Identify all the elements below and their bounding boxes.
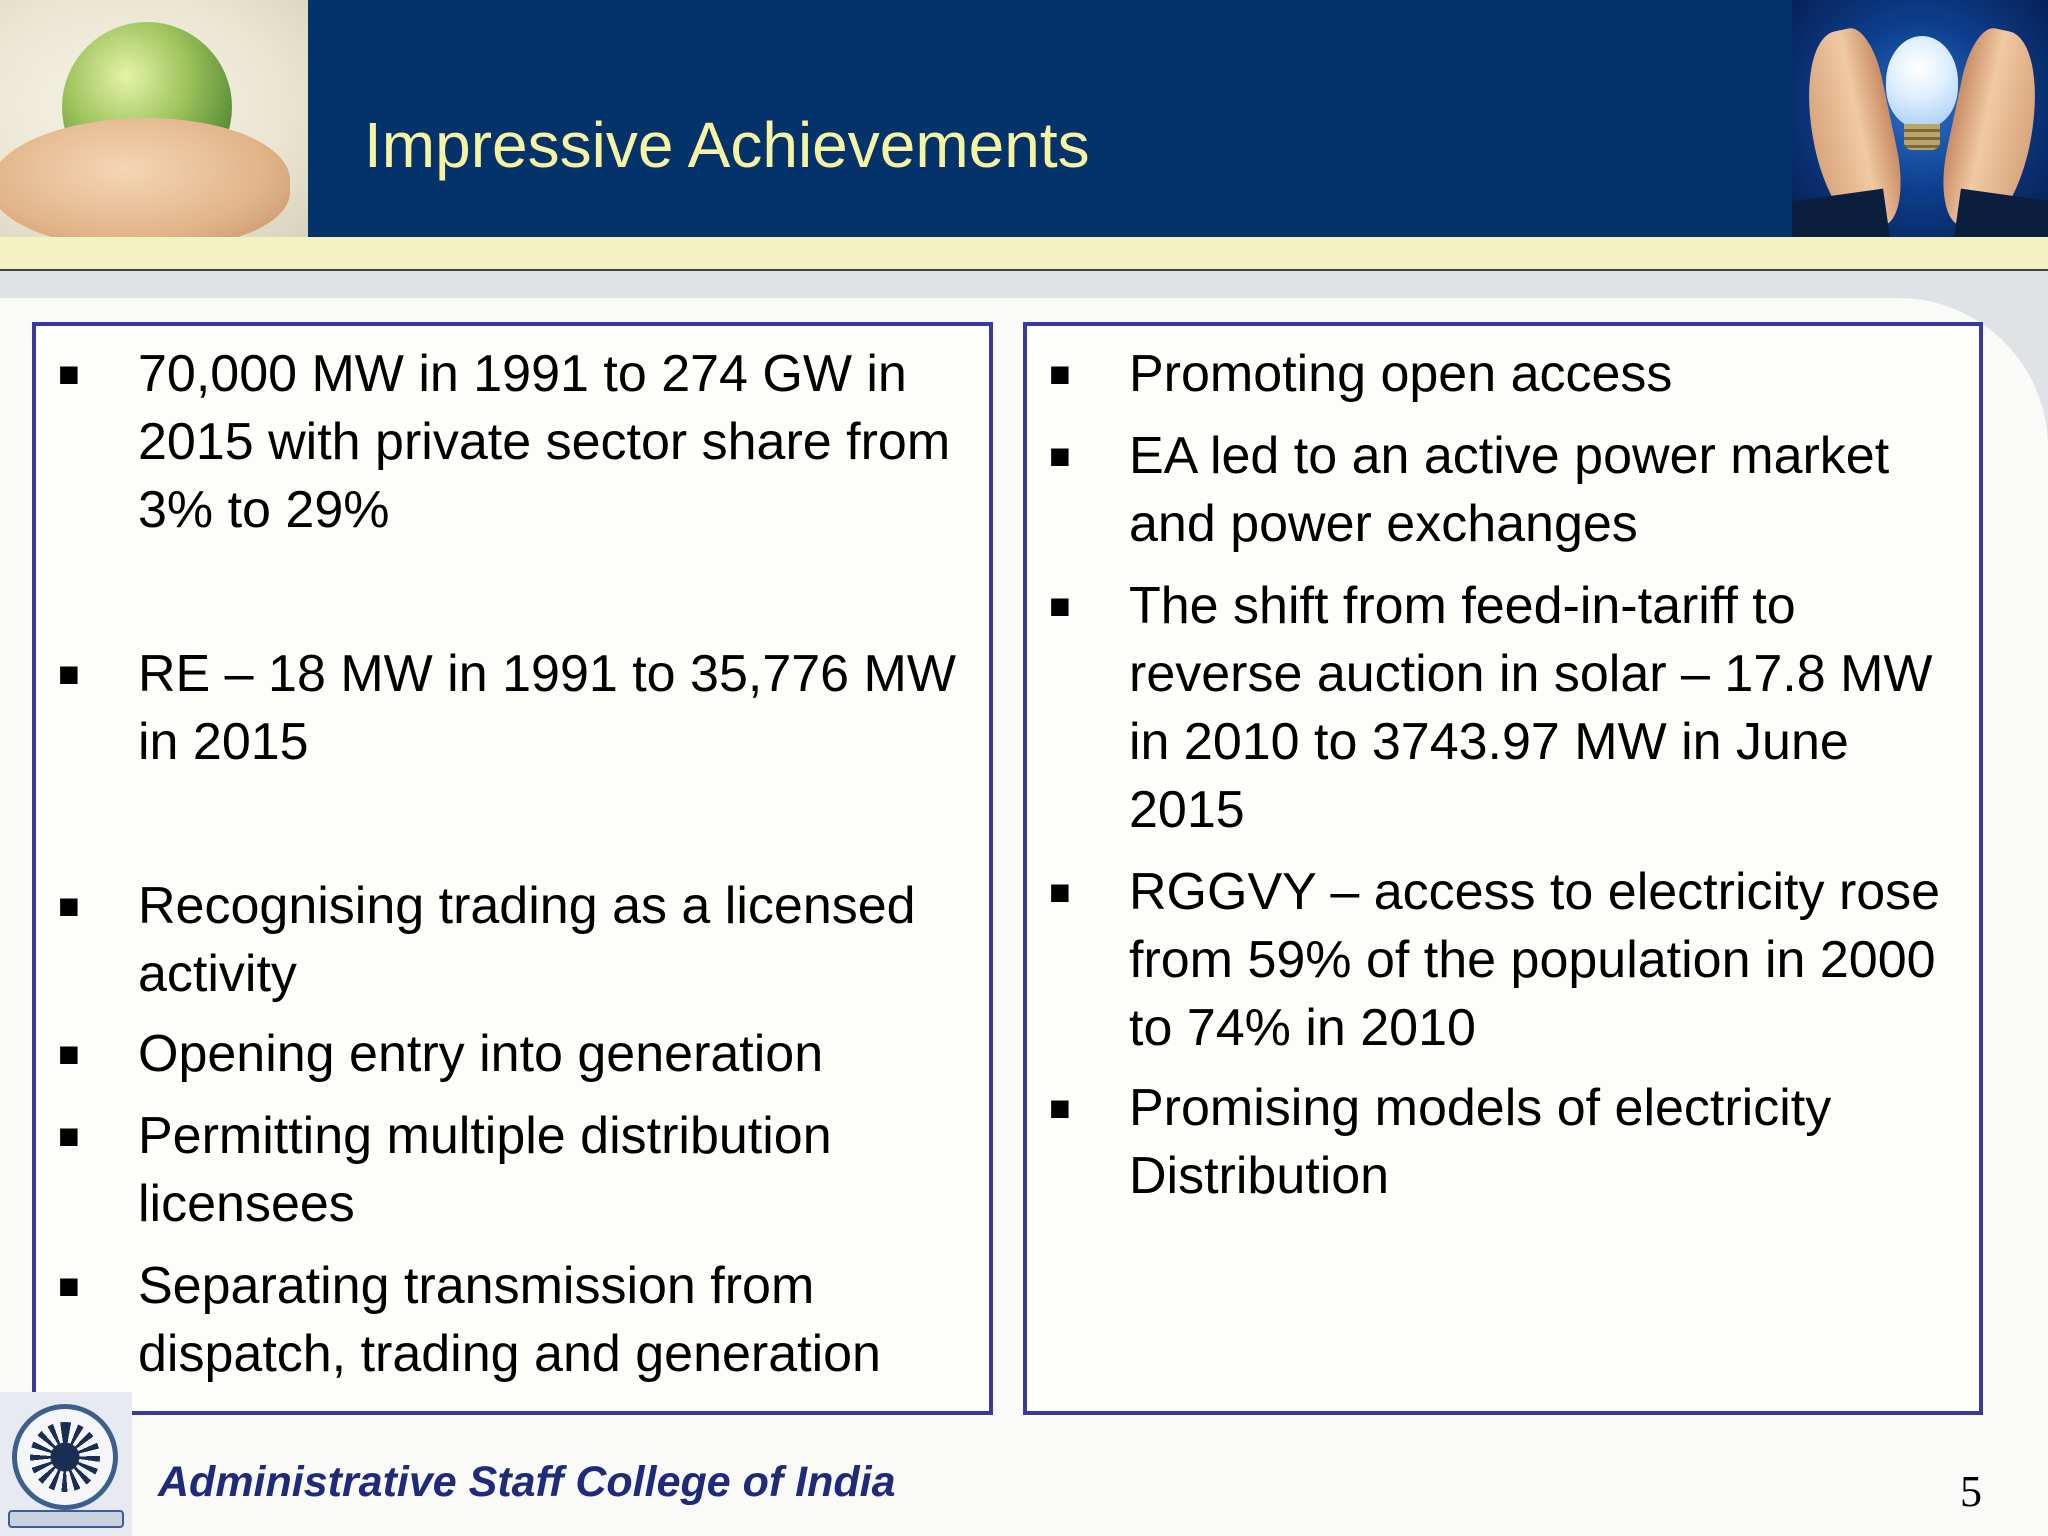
bullet-text: Promoting open access xyxy=(1129,345,1673,403)
bullet-square-icon: ■ xyxy=(58,1265,80,1306)
bullet-text: EA led to an active power market and pow… xyxy=(1129,427,1890,553)
list-item: ■ Separating transmission from dispatch,… xyxy=(36,1252,989,1388)
bullet-square-icon: ■ xyxy=(58,1115,80,1156)
list-item: ■ Permitting multiple distribution licen… xyxy=(36,1102,989,1238)
bullet-text: RGGVY – access to electricity rose from … xyxy=(1129,863,1941,1057)
bullet-text: Promising models of electricity Distribu… xyxy=(1129,1079,1832,1205)
list-item: ■ Promoting open access xyxy=(1027,340,1979,408)
left-content-box: ■ 70,000 MW in 1991 to 274 GW in 2015 wi… xyxy=(32,322,993,1415)
bullet-square-icon: ■ xyxy=(1049,871,1071,912)
bullet-text: Permitting multiple distribution license… xyxy=(138,1107,832,1233)
bullet-text: 70,000 MW in 1991 to 274 GW in 2015 with… xyxy=(138,345,951,539)
list-item: ■ 70,000 MW in 1991 to 274 GW in 2015 wi… xyxy=(36,340,989,544)
bullet-square-icon: ■ xyxy=(1049,435,1071,476)
globe-in-hands-image xyxy=(0,0,308,237)
bullet-square-icon: ■ xyxy=(58,353,80,394)
bullet-square-icon: ■ xyxy=(1049,353,1071,394)
hand-icon xyxy=(0,118,290,237)
list-item: ■ Promising models of electricity Distri… xyxy=(1027,1074,1979,1210)
right-content-box: ■ Promoting open access ■ EA led to an a… xyxy=(1023,322,1983,1415)
logo-banner-icon xyxy=(8,1510,124,1528)
bullet-square-icon: ■ xyxy=(58,1033,80,1074)
bullet-text: Opening entry into generation xyxy=(138,1025,824,1083)
header-divider-bar xyxy=(0,237,2048,271)
right-sleeve-icon xyxy=(1953,188,2048,237)
list-item: ■ EA led to an active power market and p… xyxy=(1027,422,1979,558)
bullet-text: The shift from feed-in-tariff to reverse… xyxy=(1129,577,1933,839)
bullet-text: Recognising trading as a licensed activi… xyxy=(138,877,916,1003)
list-item: ■ Opening entry into generation xyxy=(36,1020,989,1088)
slide-title: Impressive Achievements xyxy=(364,109,1090,181)
list-item: ■ RE – 18 MW in 1991 to 35,776 MW in 201… xyxy=(36,640,989,776)
bullet-text: Separating transmission from dispatch, t… xyxy=(138,1257,881,1383)
page-number: 5 xyxy=(1960,1467,1982,1516)
logo-sun-icon xyxy=(30,1422,100,1492)
slide-header: Impressive Achievements xyxy=(0,0,2048,237)
lightbulb-in-hands-image xyxy=(1792,0,2048,237)
bullet-square-icon: ■ xyxy=(1049,1087,1071,1128)
left-sleeve-icon xyxy=(1792,188,1891,237)
list-item: ■ RGGVY – access to electricity rose fro… xyxy=(1027,858,1979,1062)
lightbulb-icon xyxy=(1886,36,1958,128)
footer-institution-name: Administrative Staff College of India xyxy=(158,1458,896,1506)
bullet-square-icon: ■ xyxy=(58,653,80,694)
institution-logo xyxy=(0,1392,132,1536)
bullet-square-icon: ■ xyxy=(1049,585,1071,626)
lightbulb-base-icon xyxy=(1904,124,1940,150)
list-item: ■ Recognising trading as a licensed acti… xyxy=(36,872,989,1008)
list-item: ■ The shift from feed-in-tariff to rever… xyxy=(1027,572,1979,844)
title-band xyxy=(308,0,1792,237)
bullet-text: RE – 18 MW in 1991 to 35,776 MW in 2015 xyxy=(138,645,956,771)
bullet-square-icon: ■ xyxy=(58,885,80,926)
